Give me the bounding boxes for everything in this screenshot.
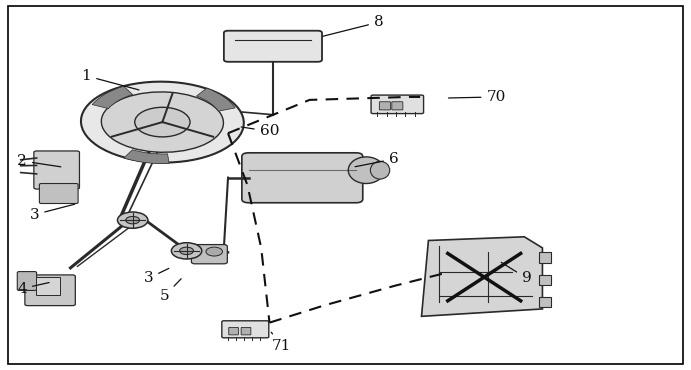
Text: 3: 3 — [30, 204, 75, 222]
Ellipse shape — [81, 82, 244, 162]
Circle shape — [206, 247, 223, 256]
Text: 9: 9 — [501, 262, 531, 285]
FancyBboxPatch shape — [241, 327, 251, 335]
Text: 6: 6 — [355, 152, 399, 167]
Text: 5: 5 — [160, 279, 181, 303]
FancyBboxPatch shape — [229, 327, 238, 335]
Ellipse shape — [348, 157, 384, 184]
Circle shape — [126, 216, 140, 224]
Text: 70: 70 — [448, 90, 506, 104]
Bar — [539, 297, 551, 307]
Circle shape — [180, 247, 193, 255]
Text: 60: 60 — [241, 124, 279, 138]
Wedge shape — [196, 88, 235, 111]
FancyBboxPatch shape — [392, 102, 403, 110]
Wedge shape — [124, 150, 169, 164]
Circle shape — [117, 212, 148, 228]
FancyBboxPatch shape — [39, 184, 78, 204]
Text: 4: 4 — [17, 282, 49, 296]
FancyBboxPatch shape — [371, 95, 424, 114]
FancyBboxPatch shape — [224, 31, 322, 62]
Circle shape — [135, 107, 190, 137]
Text: 2: 2 — [17, 154, 61, 168]
Ellipse shape — [370, 161, 390, 179]
FancyBboxPatch shape — [222, 321, 269, 338]
Circle shape — [171, 243, 202, 259]
Text: 71: 71 — [271, 332, 292, 353]
Bar — [539, 275, 551, 285]
FancyBboxPatch shape — [379, 102, 390, 110]
Bar — [539, 252, 551, 263]
Text: 3: 3 — [144, 268, 169, 285]
Ellipse shape — [102, 92, 223, 152]
FancyBboxPatch shape — [191, 245, 227, 264]
Text: 1: 1 — [82, 69, 139, 90]
Wedge shape — [92, 86, 133, 109]
FancyBboxPatch shape — [17, 272, 37, 290]
Text: 8: 8 — [323, 15, 384, 36]
FancyBboxPatch shape — [34, 151, 79, 189]
FancyBboxPatch shape — [25, 275, 75, 306]
Bar — [36, 277, 60, 295]
Polygon shape — [422, 237, 542, 316]
FancyBboxPatch shape — [242, 153, 363, 203]
